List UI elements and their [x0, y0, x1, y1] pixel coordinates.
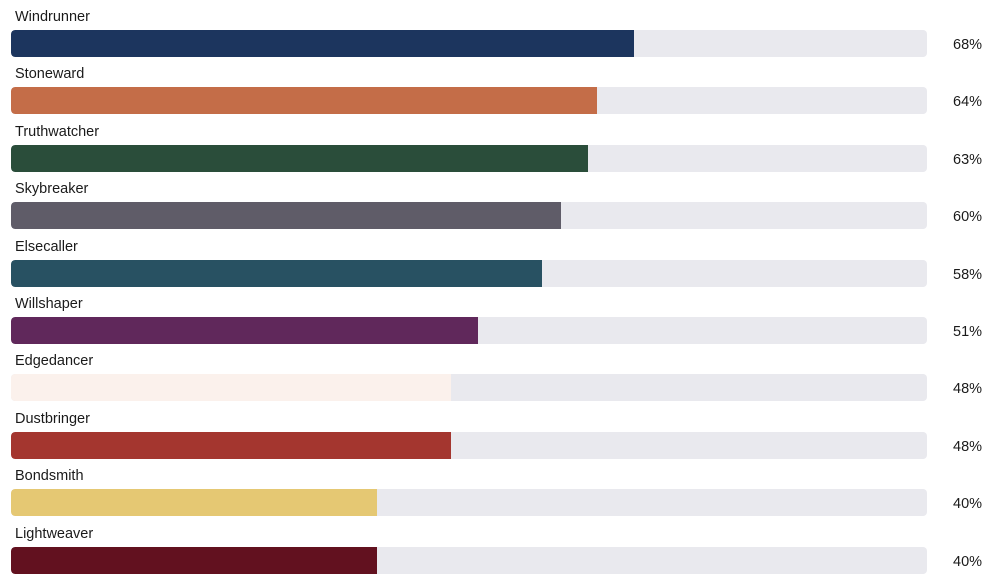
bar-label: Stoneward [15, 66, 85, 83]
bar-row: Bondsmith 40% [0, 467, 1000, 525]
bar-row: Elsecaller 58% [0, 238, 1000, 296]
bar-value-label: 63% [953, 151, 983, 168]
bar-row: Truthwatcher 63% [0, 123, 1000, 181]
bar-row: Dustbringer 48% [0, 410, 1000, 468]
bar-fill [11, 489, 377, 517]
bar-label: Lightweaver [15, 525, 94, 542]
bar-track [11, 489, 927, 517]
bar-value-label: 40% [953, 496, 983, 513]
bar-fill [11, 431, 451, 459]
bar-row: Stoneward 64% [0, 65, 1000, 123]
bar-value-label: 58% [953, 266, 983, 283]
bar-row: Skybreaker 60% [0, 180, 1000, 238]
bar-label: Skybreaker [15, 181, 89, 198]
bar-row: Lightweaver 40% [0, 525, 1000, 583]
bar-fill [11, 259, 542, 287]
bar-fill [11, 202, 561, 230]
bar-value-label: 48% [953, 438, 983, 455]
bar-fill [11, 144, 588, 172]
bar-label: Edgedancer [15, 353, 94, 370]
bar-track [11, 202, 927, 230]
bar-value-label: 60% [953, 209, 983, 226]
bar-track [11, 30, 927, 57]
bar-value-label: 40% [953, 553, 983, 570]
bar-fill [11, 374, 451, 402]
bar-track [11, 87, 927, 115]
bar-fill [11, 317, 478, 344]
bar-value-label: 51% [953, 324, 983, 340]
bar-track [11, 317, 927, 344]
bar-track [11, 259, 927, 287]
bar-track [11, 431, 927, 459]
bar-row: Willshaper 51% [0, 295, 1000, 353]
bar-fill [11, 546, 377, 574]
bar-fill [11, 87, 597, 115]
bar-track [11, 546, 927, 574]
bar-label: Dustbringer [15, 410, 90, 427]
bar-fill [11, 30, 634, 57]
bar-value-label: 64% [953, 94, 983, 111]
bar-value-label: 48% [953, 381, 983, 398]
bar-row: Windrunner 68% [0, 8, 1000, 66]
bar-label: Truthwatcher [15, 123, 100, 140]
bar-track [11, 144, 927, 172]
bar-label: Willshaper [15, 296, 83, 312]
bar-label: Windrunner [15, 9, 90, 25]
bar-label: Elsecaller [15, 238, 78, 255]
bar-track [11, 374, 927, 402]
bar-value-label: 68% [953, 37, 983, 53]
bar-label: Bondsmith [15, 468, 84, 485]
bar-row: Edgedancer 48% [0, 352, 1000, 410]
